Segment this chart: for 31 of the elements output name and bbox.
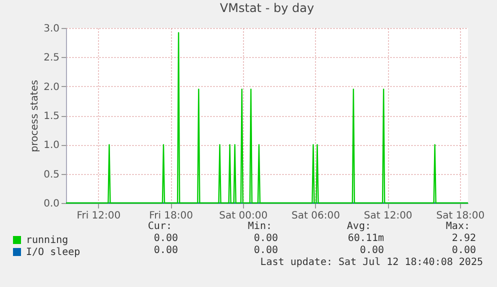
- text: 0.00: [452, 245, 476, 256]
- x-tick-label: Sat 00:00: [219, 210, 268, 222]
- y-tick-label: 2.0: [44, 82, 60, 93]
- x-tick-label: Fri 18:00: [149, 210, 193, 222]
- text: Last update: Sat Jul 12 18:40:08 2025: [260, 257, 483, 268]
- x-tick-label: Sat 06:00: [292, 210, 340, 222]
- text: 0.00: [254, 245, 278, 256]
- text: 0.00: [154, 233, 178, 244]
- text: 60.11m: [348, 233, 384, 244]
- text: Cur:: [148, 221, 172, 232]
- text: 2.92: [452, 233, 476, 244]
- text: 0.00: [254, 233, 278, 244]
- legend-label: I/O sleep: [26, 247, 80, 258]
- x-tick-label: Sat 18:00: [436, 210, 485, 222]
- text: Min:: [248, 221, 272, 232]
- legend-label: running: [26, 235, 68, 246]
- text: 0.00: [154, 245, 178, 256]
- y-tick-label: 0.0: [44, 198, 60, 210]
- line-series: [65, 32, 469, 204]
- chart-title: VMstat - by day: [220, 1, 314, 15]
- y-axis-title: process states: [30, 80, 41, 152]
- y-tick-label: 3.0: [44, 24, 60, 34]
- x-tick-label: Fri 12:00: [76, 210, 121, 222]
- text: Avg:: [346, 221, 371, 232]
- y-tick-label: 0.5: [44, 169, 60, 180]
- text: 0.00: [360, 245, 384, 256]
- text: Max:: [446, 221, 470, 232]
- x-tick-label: Sat 12:00: [364, 210, 412, 222]
- y-tick-label: 2.5: [44, 52, 60, 64]
- y-tick-label: 1.0: [44, 140, 60, 152]
- y-tick-label: 1.5: [44, 111, 60, 122]
